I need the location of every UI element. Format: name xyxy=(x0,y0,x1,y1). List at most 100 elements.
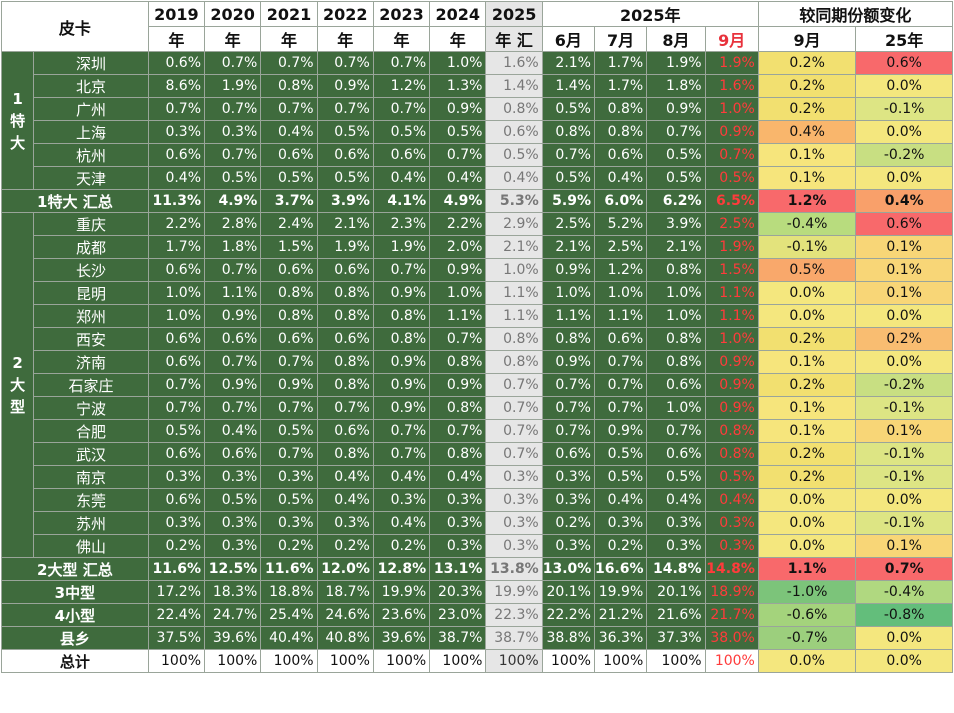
city-name: 北京 xyxy=(33,74,149,98)
header-row-1: 皮卡 2019 2020 2021 2022 2023 2024 2025 2025年 较同期份额… xyxy=(1,1,954,52)
share-value-cell: 1.7% xyxy=(593,74,648,98)
share-value-cell: 0.2% xyxy=(316,534,374,558)
city-name: 昆明 xyxy=(33,281,149,305)
summary-row-label: 4小型 xyxy=(1,603,149,627)
share-value-cell: 0.4% xyxy=(485,166,543,190)
share-value-cell: 0.3% xyxy=(593,511,648,535)
header-row-2: 年年年年年年年 汇 6月 7月 8月 9月 9月 25年 xyxy=(2,26,953,52)
share-value-cell: 0.9% xyxy=(372,373,431,397)
table-row: 西安 0.6% 0.6% 0.6% 0.6% 0.8% 0.7% 0.8% 0.8% 0.6% 0.… xyxy=(2,327,953,351)
share-value-cell: 0.9% xyxy=(372,396,431,420)
share-value-cell: 1.1% xyxy=(485,304,543,328)
share-value-cell: 100% xyxy=(704,649,759,673)
share-value-cell: 0.3% xyxy=(541,465,595,489)
share-value-cell: 0.5% xyxy=(204,166,262,190)
share-value-cell: 18.3% xyxy=(204,580,262,604)
share-change-cell: -0.1% xyxy=(855,442,953,466)
share-change-cell: 0.4% xyxy=(855,189,953,213)
share-value-cell: 0.2% xyxy=(372,534,431,558)
share-value-cell: 0.7% xyxy=(316,396,374,420)
share-value-cell: 18.8% xyxy=(260,580,318,604)
share-value-cell: 6.0% xyxy=(593,189,648,213)
share-value-cell: 39.6% xyxy=(204,626,262,650)
table-row: 佛山 0.2% 0.3% 0.2% 0.2% 0.2% 0.3% 0.3% 0.3% 0.2% 0.… xyxy=(2,534,953,558)
share-value-cell: 0.8% xyxy=(372,304,431,328)
table-row: 苏州 0.3% 0.3% 0.3% 0.3% 0.4% 0.3% 0.3% 0.2% 0.3% 0.… xyxy=(2,511,953,535)
share-value-cell: 0.6% xyxy=(646,373,706,397)
share-value-cell: 0.8% xyxy=(593,120,648,144)
share-change-cell: -0.4% xyxy=(757,212,857,236)
share-change-cell: 0.0% xyxy=(757,649,857,673)
share-value-cell: 8.6% xyxy=(147,74,206,98)
share-value-cell: 0.3% xyxy=(485,511,543,535)
table-row: 东莞 0.6% 0.5% 0.5% 0.4% 0.3% 0.3% 0.3% 0.3% 0.4% 0.… xyxy=(2,488,953,512)
share-change-cell: 0.2% xyxy=(757,442,857,466)
share-value-cell: 0.6% xyxy=(147,51,206,75)
table-row: 总计 100% 100% 100% 100% 100% 100% 100% 100% 100% 10… xyxy=(1,649,953,673)
share-value-cell: 18.9% xyxy=(704,580,759,604)
share-value-cell: 16.6% xyxy=(593,557,648,581)
share-value-cell: 0.7% xyxy=(372,442,431,466)
share-change-cell: 0.1% xyxy=(757,166,857,190)
share-value-cell: 0.8% xyxy=(316,373,374,397)
share-value-cell: 0.8% xyxy=(316,281,374,305)
share-value-cell: 0.5% xyxy=(704,166,759,190)
share-change-cell: 0.0% xyxy=(757,488,857,512)
share-value-cell: 0.3% xyxy=(646,534,706,558)
share-value-cell: 4.9% xyxy=(204,189,262,213)
table-row: 天津 0.4% 0.5% 0.5% 0.5% 0.4% 0.4% 0.4% 0.5% 0.4% 0.… xyxy=(2,166,953,190)
share-value-cell: 6.2% xyxy=(646,189,706,213)
share-value-cell: 0.7% xyxy=(260,51,318,75)
year-header: 2024 xyxy=(429,1,487,27)
share-change-cell: 1.2% xyxy=(757,189,857,213)
share-value-cell: 0.4% xyxy=(204,419,262,443)
share-value-cell: 13.1% xyxy=(429,557,487,581)
summary-row-label: 总计 xyxy=(1,649,149,673)
share-value-cell: 1.5% xyxy=(704,258,759,282)
share-value-cell: 0.9% xyxy=(316,74,374,98)
share-value-cell: 1.4% xyxy=(541,74,595,98)
city-name: 长沙 xyxy=(33,258,149,282)
share-value-cell: 4.1% xyxy=(372,189,431,213)
share-value-cell: 0.7% xyxy=(147,396,206,420)
year-suffix-header: 年 xyxy=(372,26,431,52)
share-change-cell: -0.1% xyxy=(855,396,953,420)
share-value-cell: 0.3% xyxy=(429,534,487,558)
year-header: 2025 xyxy=(485,1,543,27)
share-value-cell: 0.4% xyxy=(429,465,487,489)
share-value-cell: 0.7% xyxy=(204,51,262,75)
city-name: 合肥 xyxy=(33,419,149,443)
share-value-cell: 0.3% xyxy=(429,488,487,512)
share-value-cell: 19.9% xyxy=(372,580,431,604)
share-value-cell: 6.5% xyxy=(704,189,759,213)
share-value-cell: 0.6% xyxy=(147,258,206,282)
share-value-cell: 2.1% xyxy=(316,212,374,236)
share-value-cell: 100% xyxy=(429,649,487,673)
share-value-cell: 14.8% xyxy=(646,557,706,581)
share-value-cell: 0.3% xyxy=(704,534,759,558)
share-value-cell: 0.7% xyxy=(372,258,431,282)
share-value-cell: 100% xyxy=(260,649,318,673)
share-change-cell: 0.1% xyxy=(855,281,953,305)
share-change-cell: 0.1% xyxy=(757,419,857,443)
share-value-cell: 0.7% xyxy=(316,51,374,75)
share-value-cell: 0.7% xyxy=(485,442,543,466)
share-value-cell: 2.5% xyxy=(593,235,648,259)
share-value-cell: 0.5% xyxy=(704,465,759,489)
share-value-cell: 38.0% xyxy=(704,626,759,650)
share-value-cell: 0.3% xyxy=(372,488,431,512)
share-value-cell: 0.7% xyxy=(204,258,262,282)
tier-group-text: 1特大 xyxy=(10,89,26,152)
table-row: 宁波 0.7% 0.7% 0.7% 0.7% 0.9% 0.8% 0.7% 0.7% 0.7% 1.… xyxy=(2,396,953,420)
share-value-cell: 0.7% xyxy=(593,396,648,420)
share-value-cell: 0.8% xyxy=(260,74,318,98)
share-value-cell: 2.0% xyxy=(429,235,487,259)
change-col-header: 25年 xyxy=(855,26,953,52)
city-name: 上海 xyxy=(33,120,149,144)
share-value-cell: 0.7% xyxy=(204,143,262,167)
share-value-cell: 0.5% xyxy=(541,97,595,121)
share-value-cell: 0.4% xyxy=(316,488,374,512)
group-2025-header: 2025年 xyxy=(541,1,759,27)
share-value-cell: 0.9% xyxy=(541,350,595,374)
share-value-cell: 0.7% xyxy=(485,419,543,443)
